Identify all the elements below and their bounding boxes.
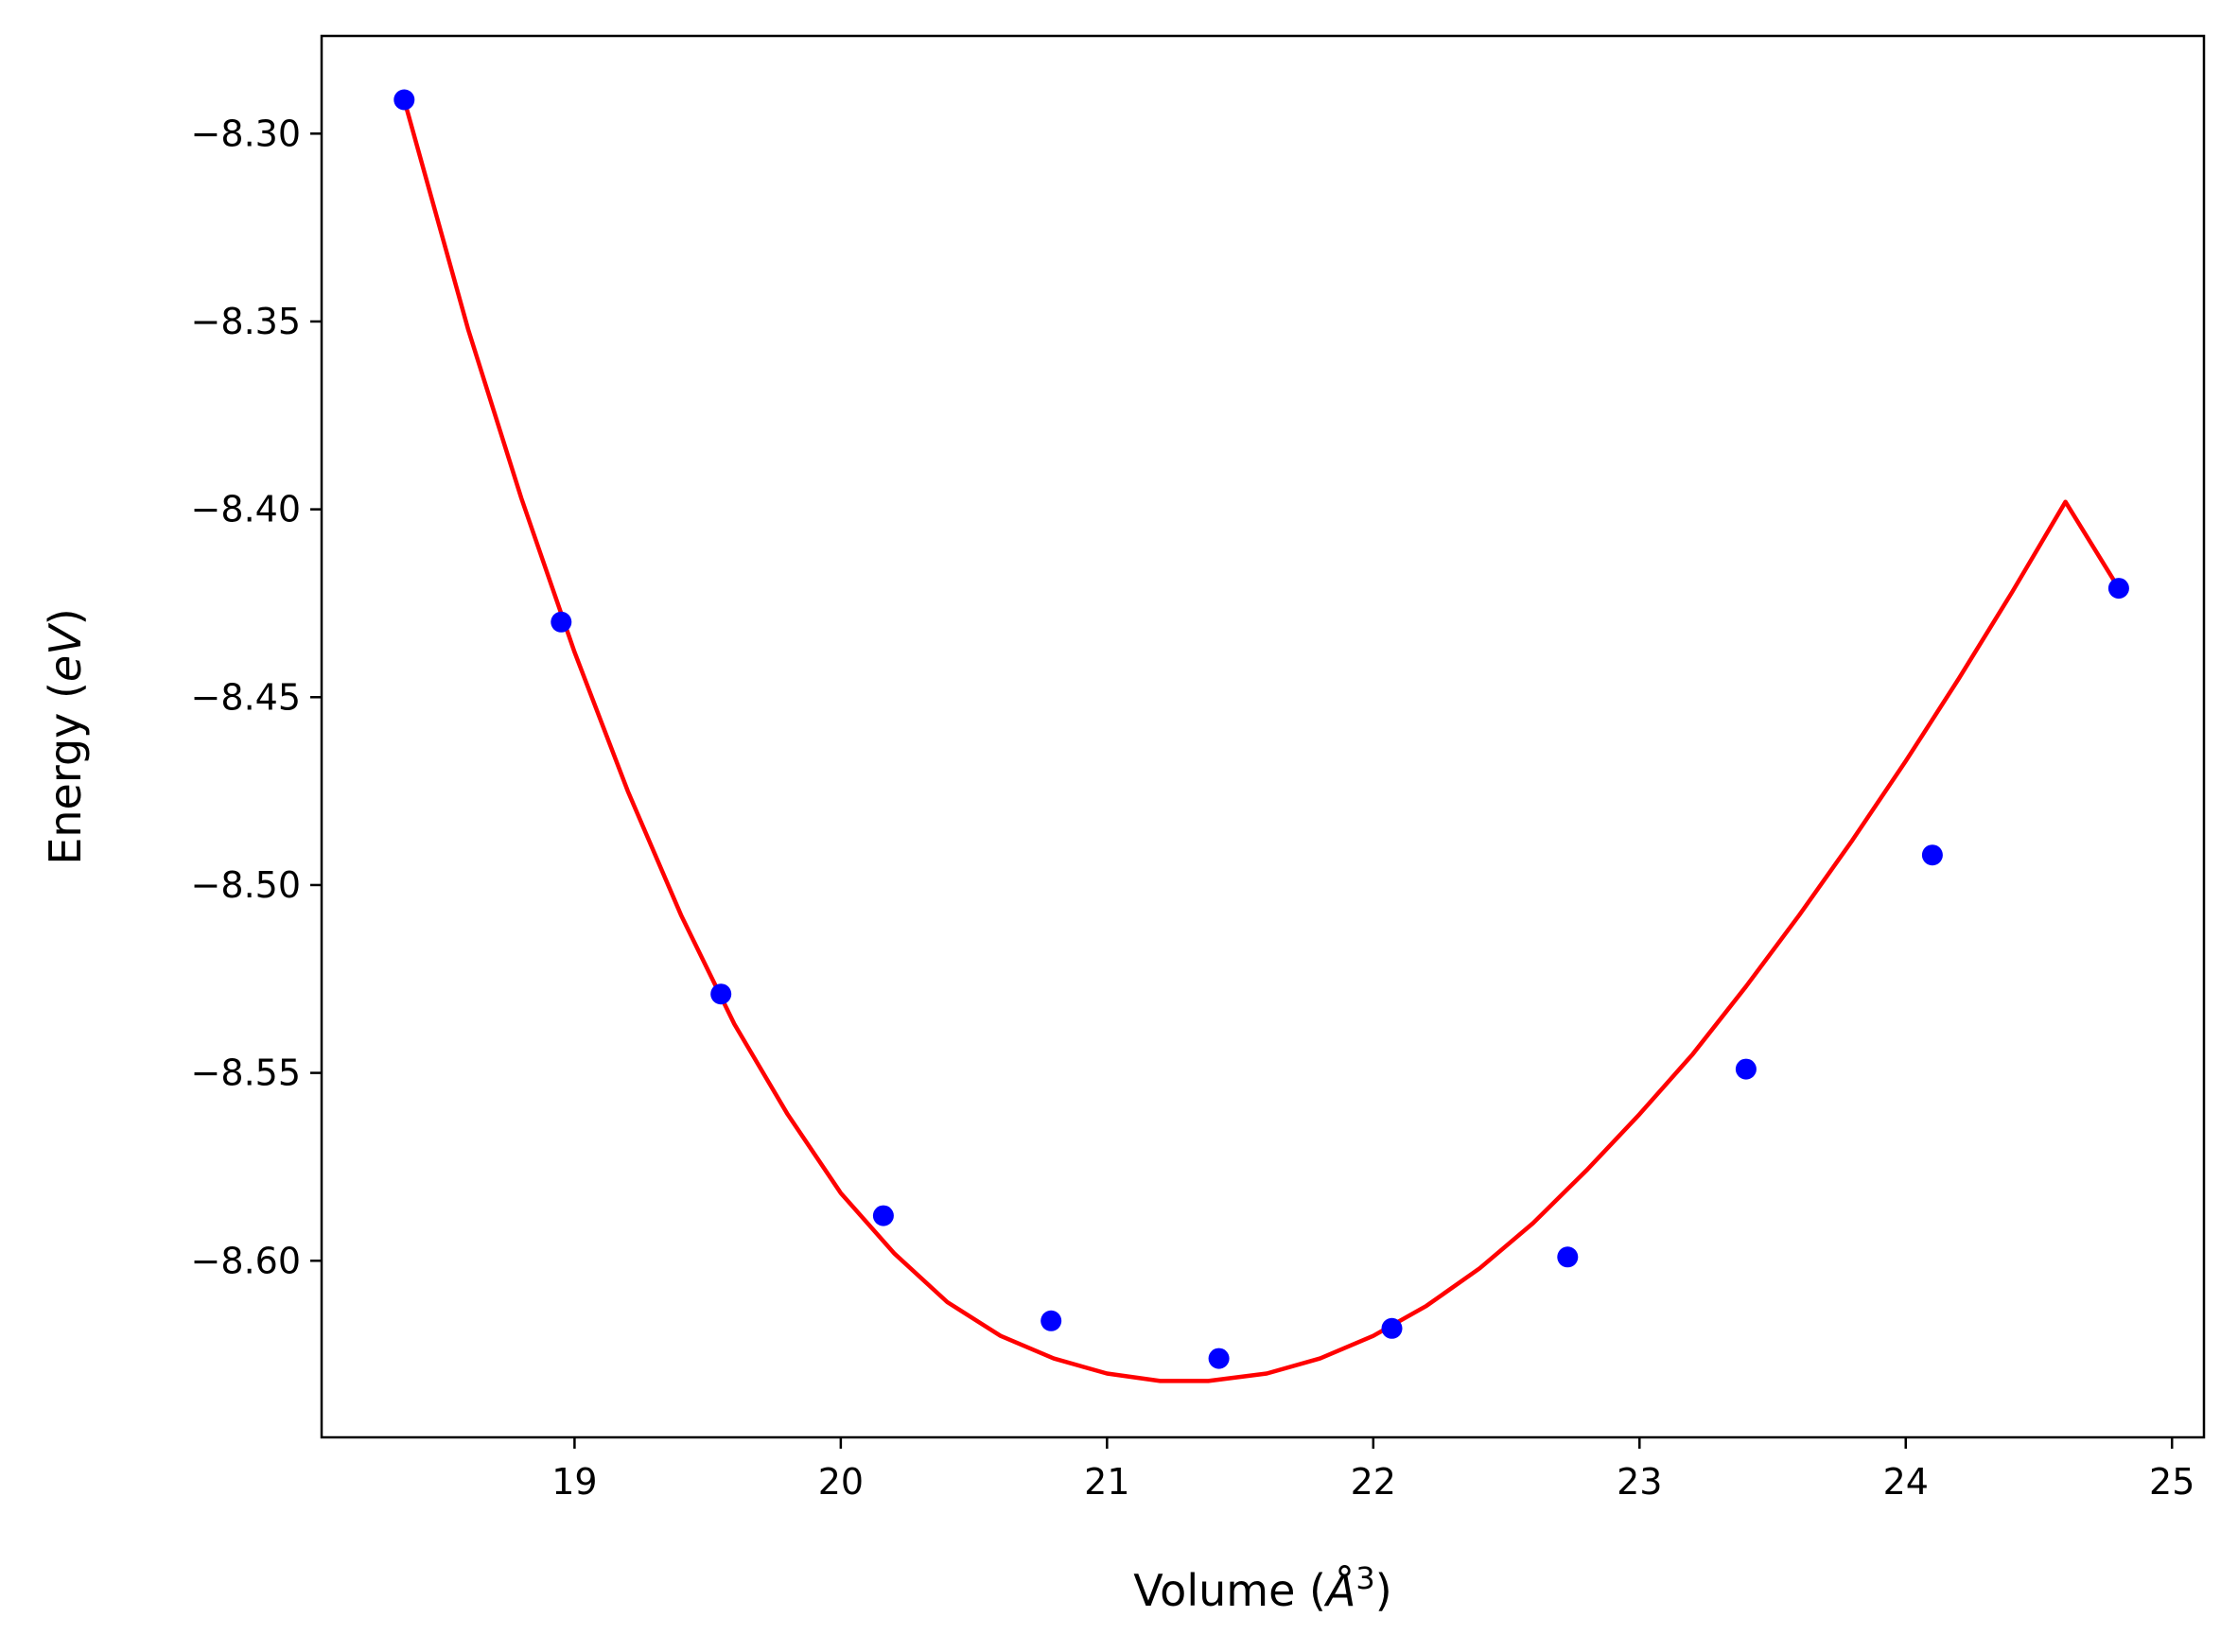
- x-tick-label: 25: [2149, 1461, 2194, 1503]
- y-tick-label: −8.35: [191, 301, 301, 342]
- x-tick-label: 20: [818, 1461, 864, 1503]
- data-point: [2107, 578, 2129, 600]
- x-axis-label: Volume (Å3): [1133, 1560, 1391, 1616]
- data-point: [1557, 1246, 1579, 1268]
- x-axis-ticks: 19 20 21 22 23 24 25: [551, 1437, 2194, 1503]
- y-tick-label: −8.40: [191, 489, 301, 530]
- data-point: [393, 89, 415, 111]
- x-axis-label-prefix: Volume (: [1133, 1565, 1326, 1616]
- x-tick-label: 23: [1617, 1461, 1662, 1503]
- plot-frame: [320, 34, 2206, 1439]
- data-point: [551, 611, 572, 633]
- y-tick-label: −8.45: [191, 676, 301, 718]
- data-point: [1208, 1348, 1230, 1369]
- y-axis-ticks: −8.30 −8.35 −8.40 −8.45 −8.50 −8.55 −8.60: [191, 113, 322, 1281]
- data-point: [1040, 1310, 1062, 1331]
- x-axis-label-exponent: 3: [1355, 1560, 1374, 1596]
- data-point: [1381, 1317, 1403, 1339]
- data-point: [872, 1205, 894, 1226]
- x-tick-label: 22: [1351, 1461, 1396, 1503]
- x-tick-label: 21: [1084, 1461, 1129, 1503]
- y-axis-label-suffix: ): [40, 608, 91, 625]
- fit-curve: [402, 98, 2121, 1383]
- data-points-layer: [393, 89, 2129, 1369]
- y-tick-label: −8.50: [191, 864, 301, 906]
- x-tick-label: 19: [551, 1461, 597, 1503]
- y-axis-label-unit: eV: [40, 622, 91, 682]
- data-point: [1921, 844, 1943, 866]
- y-axis-label-prefix: Energy (: [40, 682, 91, 865]
- y-tick-label: −8.30: [191, 113, 301, 154]
- y-tick-label: −8.55: [191, 1052, 301, 1094]
- y-axis-label: Energy (eV): [40, 608, 91, 864]
- x-tick-label: 24: [1883, 1461, 1929, 1503]
- data-point: [710, 983, 732, 1005]
- x-axis-label-suffix: ): [1375, 1565, 1392, 1616]
- plot-area: [320, 34, 2206, 1439]
- x-axis-label-unit: Å: [1323, 1565, 1355, 1616]
- data-point: [1735, 1058, 1757, 1080]
- fit-curve-layer: [402, 98, 2121, 1383]
- y-tick-label: −8.60: [191, 1240, 301, 1281]
